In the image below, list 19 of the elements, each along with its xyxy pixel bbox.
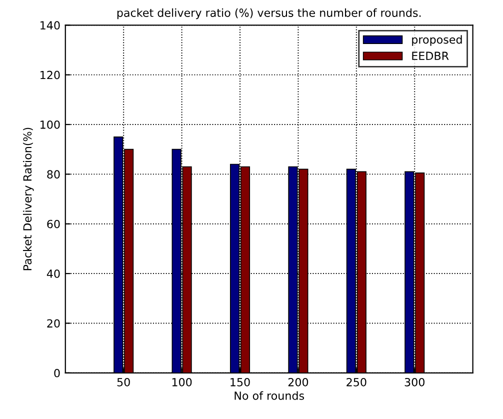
chart-title: packet delivery ratio (%) versus the number of rounds. [117, 8, 421, 20]
x-tick-label: 150 [230, 378, 250, 386]
x-tick-label: 100 [172, 378, 192, 386]
y-tick-label: 140 [40, 21, 60, 30]
x-tick-label: 200 [288, 378, 308, 386]
y-tick-label: 60 [47, 220, 60, 228]
y-tick-label: 100 [40, 120, 60, 129]
legend-label: EEDBR [412, 52, 449, 60]
y-tick-label: 120 [40, 70, 60, 80]
x-tick-label: 300 [404, 378, 424, 386]
y-axis-title: Packet Delivery Ration(%) [23, 128, 34, 270]
y-tick-label: 0 [54, 368, 60, 378]
x-tick-label: 250 [346, 378, 366, 386]
legend-label: proposed [412, 35, 462, 46]
y-tick-label: 20 [47, 319, 60, 328]
x-tick-label: 50 [117, 378, 130, 386]
y-tick-label: 80 [47, 170, 60, 179]
y-tick-label: 40 [46, 270, 60, 278]
x-axis-title: No of rounds [234, 391, 304, 400]
